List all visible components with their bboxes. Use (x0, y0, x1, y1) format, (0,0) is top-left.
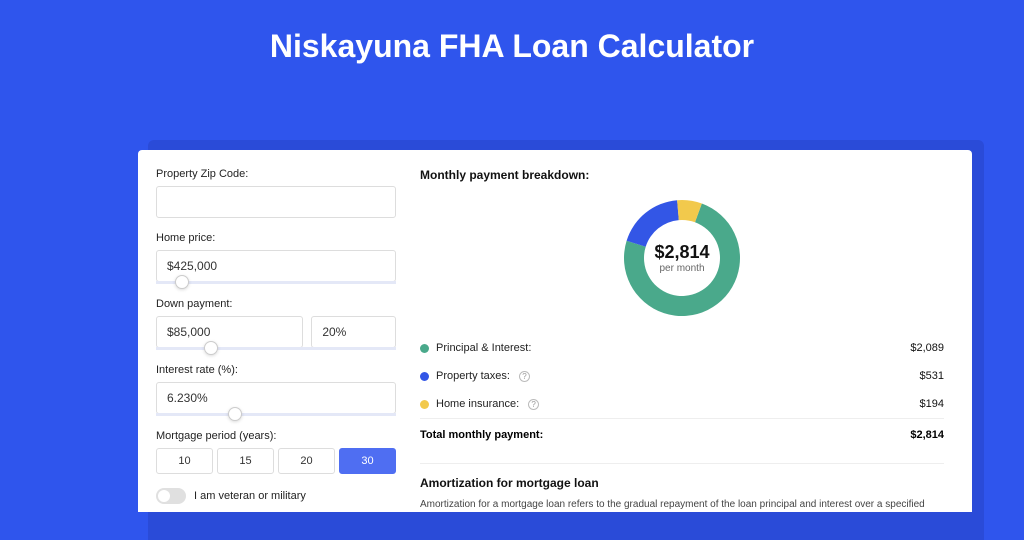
down-payment-slider-thumb[interactable] (204, 341, 218, 355)
info-icon[interactable]: ? (528, 399, 539, 410)
legend-list: Principal & Interest: $2,089 Property taxe… (420, 334, 944, 418)
zip-input[interactable] (156, 186, 396, 218)
home-price-slider-thumb[interactable] (175, 275, 189, 289)
legend-dot (420, 372, 429, 381)
legend-label: Principal & Interest: (436, 342, 531, 354)
down-payment-slider[interactable] (156, 347, 396, 350)
interest-rate-input[interactable] (156, 382, 396, 414)
legend-label: Home insurance: (436, 398, 519, 410)
legend-value: $2,089 (910, 342, 944, 354)
amortization-text: Amortization for a mortgage loan refers … (420, 498, 944, 512)
donut-amount: $2,814 (654, 242, 709, 263)
donut-center: $2,814 per month (654, 242, 709, 274)
interest-rate-field-group: Interest rate (%): (156, 364, 396, 416)
mortgage-period-option[interactable]: 15 (217, 448, 274, 474)
total-row: Total monthly payment: $2,814 (420, 418, 944, 451)
zip-label: Property Zip Code: (156, 168, 396, 180)
total-value: $2,814 (910, 429, 944, 441)
interest-rate-slider-thumb[interactable] (228, 407, 242, 421)
amortization-title: Amortization for mortgage loan (420, 463, 944, 490)
mortgage-period-field-group: Mortgage period (years): 10152030 (156, 430, 396, 474)
legend-label: Property taxes: (436, 370, 510, 382)
mortgage-period-options: 10152030 (156, 448, 396, 474)
home-price-label: Home price: (156, 232, 396, 244)
home-price-input[interactable] (156, 250, 396, 282)
home-price-slider[interactable] (156, 281, 396, 284)
donut-slice (627, 200, 679, 247)
veteran-label: I am veteran or military (194, 490, 306, 502)
home-price-field-group: Home price: (156, 232, 396, 284)
interest-rate-slider[interactable] (156, 413, 396, 416)
page-title: Niskayuna FHA Loan Calculator (0, 0, 1024, 87)
legend-dot (420, 344, 429, 353)
legend-value: $531 (920, 370, 944, 382)
breakdown-title: Monthly payment breakdown: (420, 168, 944, 182)
veteran-row: I am veteran or military (156, 488, 396, 504)
info-icon[interactable]: ? (519, 371, 530, 382)
form-column: Property Zip Code: Home price: Down paym… (156, 168, 396, 512)
mortgage-period-option[interactable]: 30 (339, 448, 396, 474)
veteran-toggle[interactable] (156, 488, 186, 504)
mortgage-period-option[interactable]: 10 (156, 448, 213, 474)
legend-row: Property taxes:? $531 (420, 362, 944, 390)
legend-value: $194 (920, 398, 944, 410)
down-payment-amount-input[interactable] (156, 316, 303, 348)
calculator-card: Property Zip Code: Home price: Down paym… (138, 150, 972, 512)
mortgage-period-label: Mortgage period (years): (156, 430, 396, 442)
down-payment-percent-input[interactable] (311, 316, 396, 348)
donut-chart-wrap: $2,814 per month (420, 192, 944, 334)
down-payment-label: Down payment: (156, 298, 396, 310)
legend-dot (420, 400, 429, 409)
mortgage-period-option[interactable]: 20 (278, 448, 335, 474)
breakdown-column: Monthly payment breakdown: $2,814 per mo… (420, 168, 944, 512)
down-payment-field-group: Down payment: (156, 298, 396, 350)
donut-chart: $2,814 per month (622, 198, 742, 318)
interest-rate-label: Interest rate (%): (156, 364, 396, 376)
legend-row: Home insurance:? $194 (420, 390, 944, 418)
total-label: Total monthly payment: (420, 429, 543, 441)
zip-field-group: Property Zip Code: (156, 168, 396, 218)
donut-sub: per month (654, 263, 709, 274)
legend-row: Principal & Interest: $2,089 (420, 334, 944, 362)
